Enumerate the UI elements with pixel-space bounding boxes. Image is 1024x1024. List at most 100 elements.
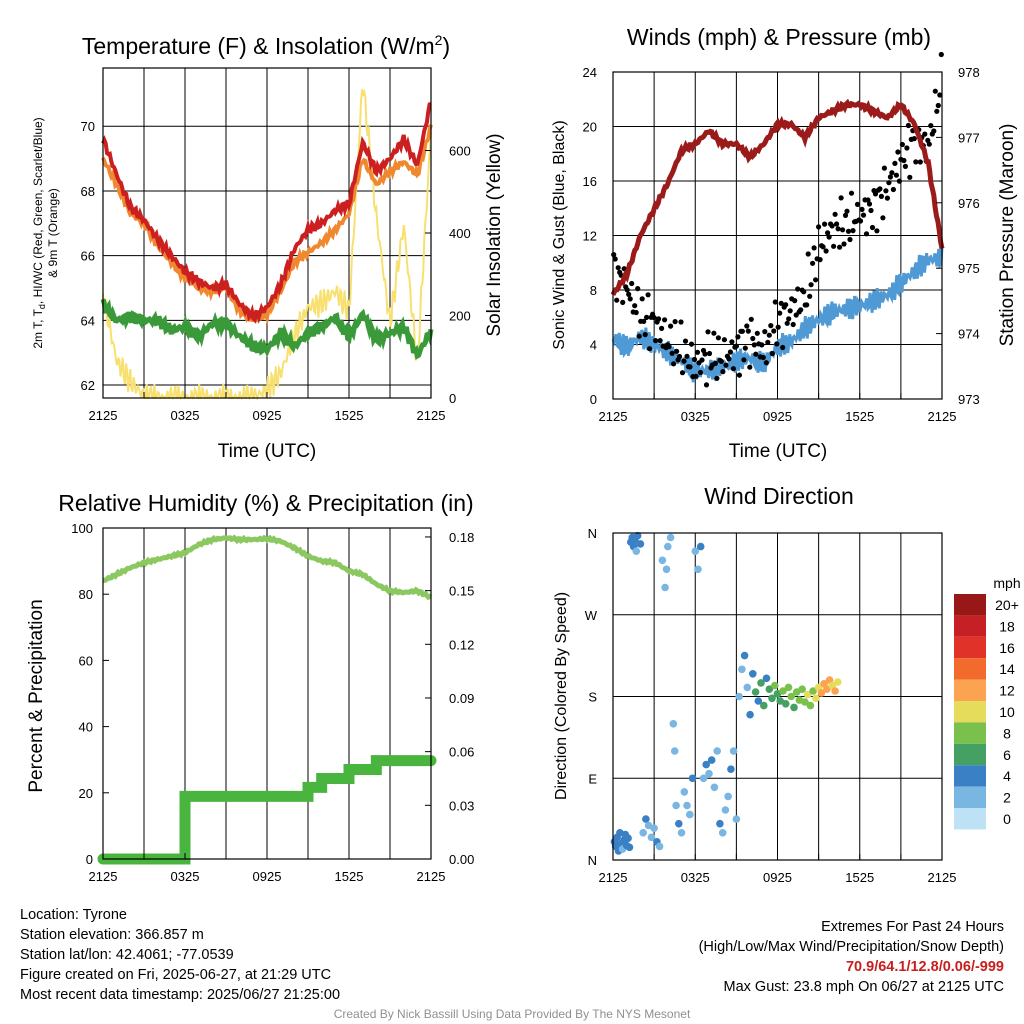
x-tick-label: 2125	[89, 408, 118, 423]
direction-point	[809, 687, 817, 695]
direction-point	[790, 703, 798, 712]
colorbar-swatch	[954, 722, 986, 744]
gust-point	[775, 324, 781, 330]
x-tick-label: 2125	[599, 409, 628, 424]
direction-point	[743, 683, 752, 692]
gust-point	[872, 191, 879, 197]
colorbar-label: 14	[999, 661, 1015, 677]
gust-point	[636, 333, 642, 339]
gust-point	[739, 328, 746, 334]
temperature-ylabel-right: Solar Insolation (Yellow)	[484, 133, 505, 336]
gust-point	[869, 224, 876, 231]
y-tick-label: 68	[81, 184, 95, 199]
gust-point	[720, 369, 726, 375]
gust-point	[834, 221, 840, 227]
x-tick-label: 2125	[928, 870, 957, 885]
direction-point	[647, 833, 656, 842]
gust-point	[751, 342, 757, 348]
gust-point	[723, 362, 729, 368]
colorbar-label: 12	[999, 683, 1015, 699]
direction-point	[658, 556, 667, 565]
humidity-ylabel: Percent & Precipitation	[26, 599, 47, 792]
y-tick-label: E	[588, 771, 597, 786]
gust-point	[647, 346, 653, 352]
direction-point	[729, 747, 738, 755]
temperature-xlabel: Time (UTC)	[218, 441, 317, 462]
gust-point	[766, 332, 772, 338]
gust-point	[887, 174, 894, 180]
y-tick-label: 100	[71, 521, 93, 536]
gust-point	[837, 244, 843, 250]
gust-point	[829, 223, 835, 229]
gust-point	[792, 298, 798, 304]
direction-point	[688, 774, 697, 783]
direction-point	[738, 665, 746, 674]
gust-point	[748, 316, 754, 322]
direction-point	[751, 688, 760, 696]
gust-point	[614, 297, 620, 303]
gust-point	[780, 344, 786, 351]
gust-point	[674, 348, 680, 354]
y-tick-label: 4	[590, 338, 597, 353]
direction-point	[727, 765, 735, 773]
direction-point	[710, 783, 719, 792]
direction-point	[632, 547, 641, 555]
series-dewpoint	[100, 298, 434, 360]
gust-point	[765, 339, 771, 345]
y2-tick-label: 0.03	[449, 798, 474, 813]
gust-point	[801, 289, 807, 295]
gust-point	[699, 357, 705, 363]
gust-point	[697, 369, 704, 376]
gust-point	[642, 332, 648, 338]
y-tick-label: 8	[590, 283, 597, 298]
gust-point	[822, 221, 828, 227]
gust-point	[848, 190, 855, 196]
gust-point	[878, 193, 885, 199]
gust-point	[703, 382, 710, 388]
gust-point	[645, 292, 651, 298]
winds-tick-labels: 2125 0325 0925 1525 212504812162024973974975…	[583, 65, 980, 424]
x-tick-label: 2125	[417, 869, 446, 884]
gust-point	[926, 141, 932, 147]
x-tick-label: 0325	[171, 408, 200, 423]
direction-point	[768, 694, 776, 703]
gust-point	[714, 375, 720, 381]
direction-point	[669, 720, 678, 728]
y-tick-label: 16	[583, 174, 597, 189]
y2-tick-label: 0.09	[449, 691, 474, 706]
info-elevation: Station elevation: 366.857 m	[20, 927, 204, 943]
direction-point	[677, 829, 686, 837]
x-tick-label: 2125	[417, 408, 446, 423]
gust-point	[644, 314, 650, 320]
winds-xlabel: Time (UTC)	[729, 441, 828, 462]
gust-point	[787, 308, 793, 314]
gust-point	[877, 186, 883, 192]
gust-point	[729, 339, 735, 345]
gust-point	[805, 251, 811, 257]
gust-point	[702, 351, 708, 357]
gust-point	[753, 351, 759, 357]
gust-point	[911, 136, 917, 142]
speed-colorbar: 20+ 18 16 14 12 10 8 6 4 2 0	[954, 594, 1019, 830]
credit-line: Created By Nick Bassill Using Data Provi…	[333, 1007, 691, 1021]
direction-point	[696, 542, 705, 551]
gust-point	[905, 122, 912, 129]
gust-point	[747, 364, 753, 370]
y2-tick-label: 0.18	[449, 530, 474, 545]
gust-point	[762, 329, 768, 335]
gust-point	[896, 178, 903, 184]
gust-point	[733, 343, 740, 349]
winds-series	[610, 51, 945, 388]
winds-title: Winds (mph) & Pressure (mb)	[627, 24, 931, 50]
gust-point	[763, 360, 769, 366]
y2-tick-label: 974	[958, 327, 980, 342]
direction-point	[740, 651, 749, 660]
direction-point	[675, 819, 683, 828]
gust-point	[934, 108, 940, 114]
colorbar-label: 6	[1003, 747, 1011, 763]
direction-point	[803, 690, 812, 699]
colorbar-label: 8	[1003, 725, 1011, 741]
gust-point	[620, 299, 626, 305]
gust-point	[890, 186, 897, 193]
